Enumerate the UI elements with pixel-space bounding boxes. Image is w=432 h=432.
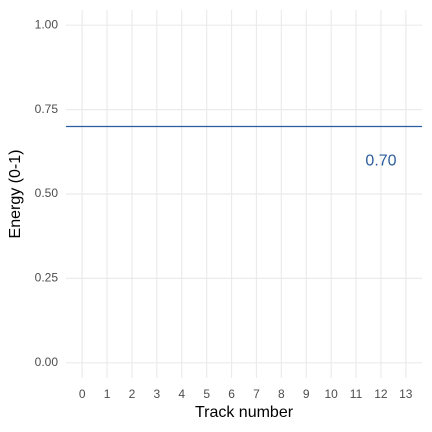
x-tick-label: 11 <box>350 387 363 401</box>
x-tick-label: 8 <box>278 387 285 401</box>
x-tick-label: 6 <box>228 387 235 401</box>
y-tick-label: 0.25 <box>35 271 59 285</box>
reference-label: 0.70 <box>365 153 396 170</box>
x-tick-label: 4 <box>178 387 185 401</box>
x-axis-label: Track number <box>195 404 294 421</box>
x-tick-label: 13 <box>399 387 413 401</box>
x-tick-label: 0 <box>79 387 86 401</box>
x-tick-label: 3 <box>154 387 161 401</box>
x-tick-label: 12 <box>374 387 388 401</box>
x-tick-label: 9 <box>303 387 310 401</box>
y-axis-label: Energy (0-1) <box>7 150 24 239</box>
y-tick-label: 0.00 <box>35 355 59 369</box>
x-tick-label: 5 <box>203 387 210 401</box>
y-tick-label: 0.50 <box>35 186 59 200</box>
x-tick-label: 2 <box>129 387 136 401</box>
x-tick-label: 1 <box>104 387 111 401</box>
x-tick-label: 7 <box>253 387 260 401</box>
y-tick-label: 0.75 <box>35 102 59 116</box>
x-tick-label: 10 <box>324 387 338 401</box>
y-tick-label: 1.00 <box>35 17 59 31</box>
